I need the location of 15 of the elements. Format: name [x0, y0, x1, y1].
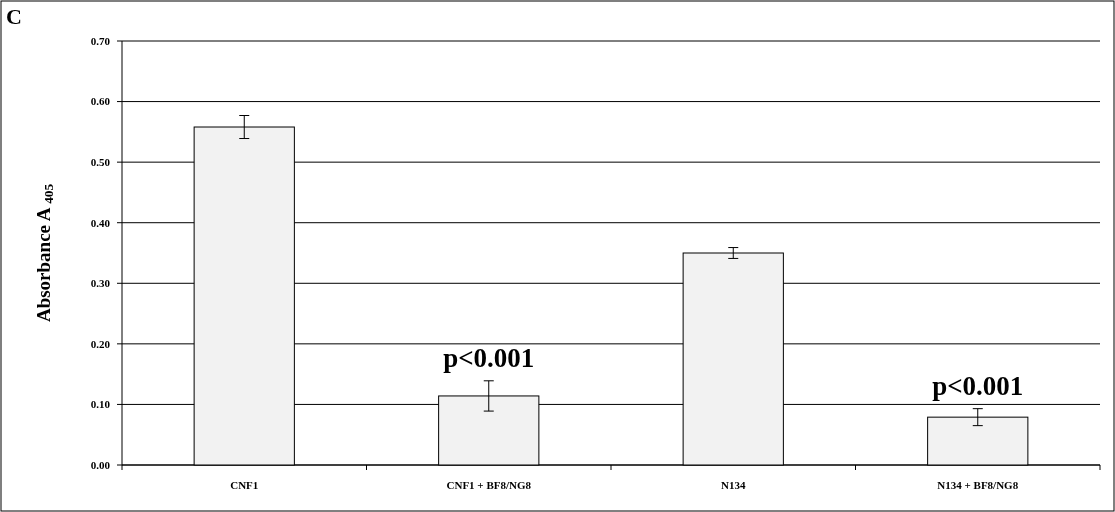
y-tick-label: 0.30 [90, 277, 111, 290]
annotation: p<0.001 [932, 370, 1024, 401]
x-tick-label: CNF1 [230, 479, 259, 491]
y-tick-label: 0.70 [90, 34, 111, 47]
x-tick-label: CNF1 + BF8/NG8 [446, 479, 532, 491]
y-tick-label: 0.60 [90, 95, 111, 108]
annotation: p<0.001 [443, 342, 535, 373]
x-tick-label: N134 [721, 479, 746, 491]
x-tick-label: N134 + BF8/NG8 [937, 479, 1019, 491]
chart-title: C [6, 4, 22, 29]
y-tick-label: 0.00 [90, 458, 111, 471]
y-tick-label: 0.10 [90, 398, 111, 411]
y-tick-label: 0.20 [90, 337, 111, 350]
y-tick-label: 0.40 [90, 216, 111, 229]
y-tick-label: 0.50 [90, 155, 111, 168]
